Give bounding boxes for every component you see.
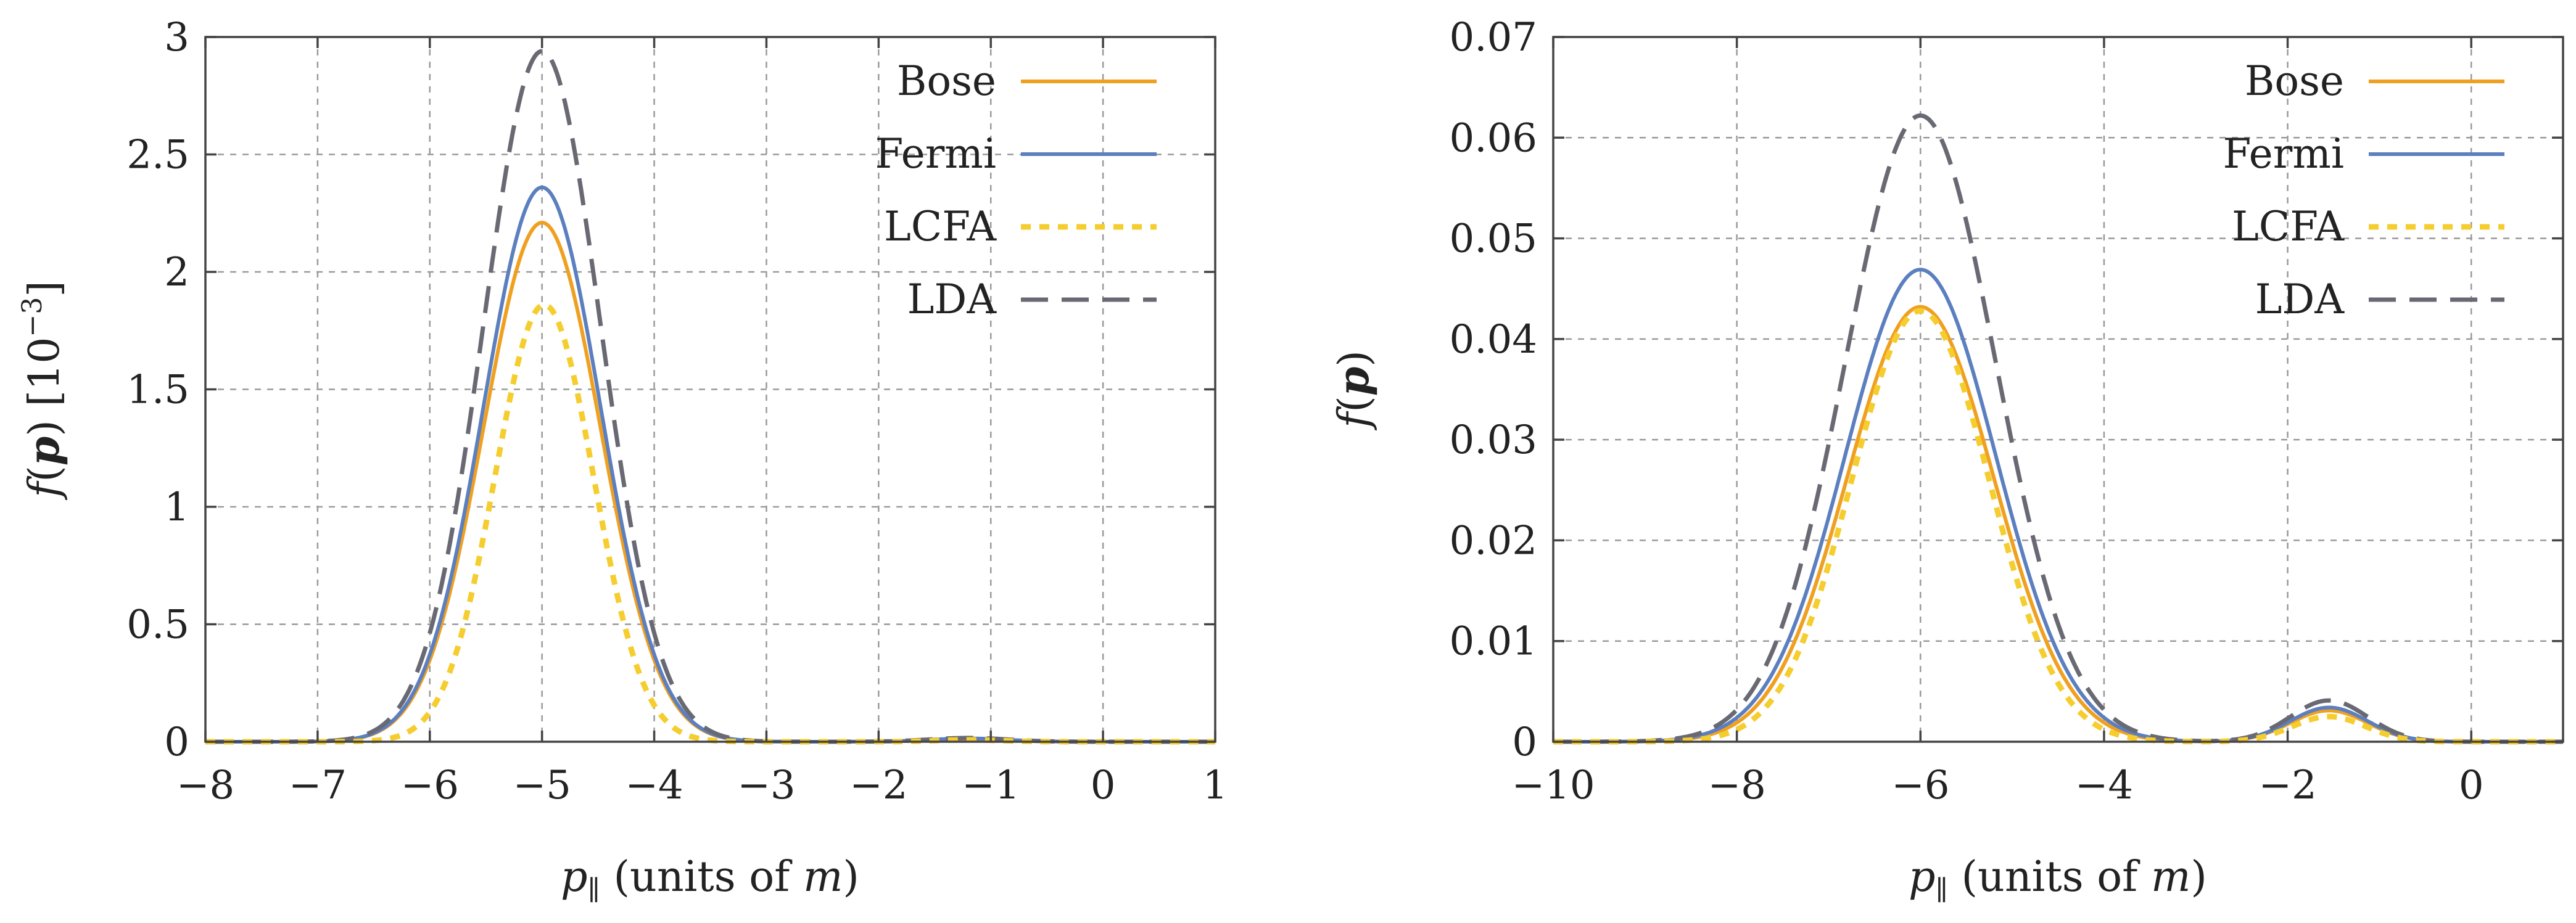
right-x-tick-label: −6 xyxy=(1891,763,1949,808)
left-x-tick-label: 1 xyxy=(1203,763,1228,808)
right-y-tick-label: 0.02 xyxy=(1450,518,1538,564)
left-y-tick-label: 2 xyxy=(164,250,189,295)
left-legend-label-fermi: Fermi xyxy=(875,130,997,178)
right-series-bose-line xyxy=(1553,305,2563,744)
right-legend: Bose Fermi LCFA LDA xyxy=(2223,57,2504,323)
left-y-tick-label: 2.5 xyxy=(126,133,189,178)
left-y-tick-label: 1.5 xyxy=(126,367,189,413)
right-x-tick-label: −8 xyxy=(1707,763,1765,808)
left-x-tick-label: −4 xyxy=(625,763,683,808)
left-x-tick-label: −8 xyxy=(176,763,234,808)
right-series-lda-line xyxy=(1553,113,2564,744)
left-x-tick-label: 0 xyxy=(1091,763,1116,808)
left-chart: −8 −7 −6 −5 −4 −3 −2 −1 0 1 0 0.5 1 1.5 2 2.5 3 p∥ (unit… xyxy=(17,15,1228,906)
left-legend: Bose Fermi LCFA LDA xyxy=(875,57,1157,323)
left-x-tick-label: −2 xyxy=(849,763,907,808)
right-y-tick-label: 0.05 xyxy=(1450,216,1538,262)
right-x-tick-label: −10 xyxy=(1511,763,1595,808)
right-legend-label-lda: LDA xyxy=(2255,276,2345,323)
left-y-tick-label: 0.5 xyxy=(126,602,189,648)
right-chart-curves xyxy=(1552,113,2564,745)
right-y-tick-label: 0.07 xyxy=(1450,15,1538,60)
right-x-tick-label: −2 xyxy=(2258,763,2316,808)
left-x-axis-label: p∥ (units of m) xyxy=(561,853,859,906)
right-legend-label-bose: Bose xyxy=(2245,57,2344,105)
right-legend-label-fermi: Fermi xyxy=(2223,130,2345,178)
right-series-lcfa-line xyxy=(1552,308,2564,745)
left-series-fermi-line xyxy=(205,185,1215,744)
right-y-tick-label: 0 xyxy=(1512,720,1537,765)
left-x-tick-label: −5 xyxy=(513,763,571,808)
right-legend-label-lcfa: LCFA xyxy=(2232,203,2345,250)
left-y-tick-label: 3 xyxy=(164,15,189,60)
right-x-tick-label: 0 xyxy=(2459,763,2484,808)
left-legend-label-lcfa: LCFA xyxy=(884,203,997,250)
left-x-tick-label: −1 xyxy=(962,763,1020,808)
left-x-tick-label: −6 xyxy=(401,763,459,808)
right-series-fermi-line xyxy=(1553,268,2563,744)
right-y-tick-label: 0.03 xyxy=(1450,417,1538,463)
left-series-lcfa-line xyxy=(204,302,1216,745)
left-y-tick-label: 0 xyxy=(164,720,189,765)
right-x-tick-label: −4 xyxy=(2075,763,2133,808)
left-legend-label-lda: LDA xyxy=(907,276,997,323)
right-x-axis-label: p∥ (units of m) xyxy=(1909,853,2207,906)
right-y-tick-label: 0.04 xyxy=(1450,317,1538,363)
left-x-tick-label: −3 xyxy=(737,763,795,808)
left-y-axis-label: f(p) [10−3] xyxy=(17,281,69,501)
left-y-tick-label: 1 xyxy=(164,485,189,530)
right-y-tick-label: 0.01 xyxy=(1450,619,1538,665)
right-y-axis-label: f(p) xyxy=(1329,350,1379,431)
right-plot-frame xyxy=(1552,36,2564,743)
left-x-tick-label: −7 xyxy=(289,763,347,808)
right-chart: −10 −8 −6 −4 −2 0 0 0.01 0.02 0.03 0.04 0.05 0.06 0.0… xyxy=(1329,15,2564,906)
right-y-tick-label: 0.06 xyxy=(1450,115,1538,161)
left-legend-label-bose: Bose xyxy=(897,57,996,105)
